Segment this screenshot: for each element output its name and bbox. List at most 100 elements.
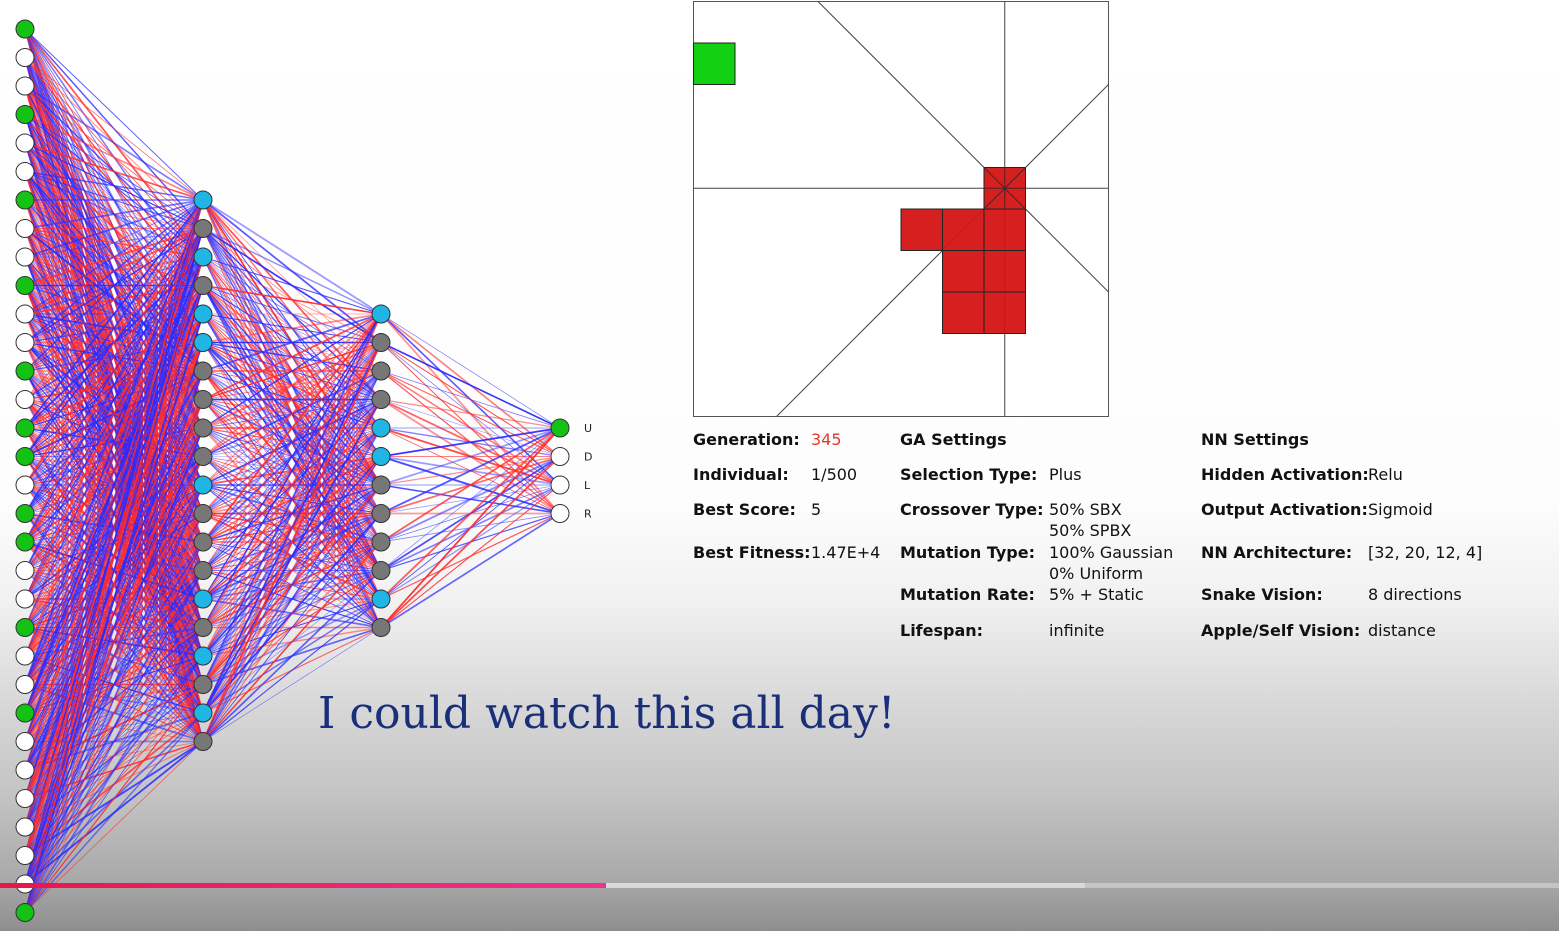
weight-line <box>202 313 382 344</box>
vision-ray-head <box>1004 167 1026 189</box>
weight-line <box>24 199 204 628</box>
input-neuron <box>15 133 35 153</box>
snake-vision-value: 8 directions <box>1368 585 1462 604</box>
weight-line <box>24 199 204 372</box>
weight-line <box>24 570 204 913</box>
generation-value: 345 <box>811 430 842 449</box>
hidden-neuron <box>371 418 391 438</box>
input-neuron <box>15 162 35 181</box>
output-label: L <box>584 479 591 492</box>
hidden-neuron <box>193 361 213 381</box>
weight-line <box>24 199 204 885</box>
progress-played <box>0 883 607 888</box>
mutation-type-label: Mutation Type: <box>900 543 1035 562</box>
best-score-label: Best Score: <box>693 500 796 519</box>
weight-line <box>202 199 382 315</box>
hidden-neuron <box>193 475 213 495</box>
neural-network-diagram: U D L R <box>15 19 592 922</box>
selection-type-label: Selection Type: <box>900 465 1038 484</box>
weight-line <box>202 313 382 657</box>
input-neuron <box>15 732 35 751</box>
individual-value: 1/500 <box>811 465 858 484</box>
input-neuron <box>15 76 35 96</box>
weight-line <box>380 370 561 429</box>
weight-line <box>24 199 204 543</box>
weight-line <box>24 684 204 913</box>
input-neuron <box>15 333 35 352</box>
weight-line <box>24 484 204 913</box>
weight-line <box>24 199 204 286</box>
hidden-neuron <box>193 304 213 324</box>
mutation-type-value-1: 100% Gaussian <box>1049 543 1174 562</box>
weight-line <box>24 399 204 913</box>
weight-line <box>24 228 204 913</box>
input-neuron <box>15 247 35 267</box>
weight-line <box>202 313 382 543</box>
hidden-neuron <box>371 333 391 352</box>
crossover-type-label: Crossover Type: <box>900 500 1044 519</box>
weight-line <box>380 427 561 515</box>
hidden-neuron <box>193 504 213 523</box>
snake-segment <box>942 208 985 251</box>
input-neuron <box>15 190 35 210</box>
crossover-value-1: 50% SBX <box>1049 500 1122 519</box>
hidden-neuron <box>193 219 213 238</box>
weight-line <box>202 313 382 429</box>
snake-game-board <box>693 1 1109 417</box>
weight-line <box>24 285 204 913</box>
weight-line <box>24 199 204 799</box>
snake-segment <box>900 208 943 251</box>
lifespan-label: Lifespan: <box>900 621 984 640</box>
hidden-neuron <box>193 532 213 552</box>
weight-line <box>24 655 204 913</box>
hidden-neuron <box>193 675 213 694</box>
hidden-neuron <box>371 618 391 637</box>
input-neuron <box>15 618 35 637</box>
weight-line <box>380 427 561 543</box>
input-neuron <box>15 304 35 324</box>
weight-line <box>202 627 382 742</box>
hidden-neuron <box>193 390 213 409</box>
weight-line <box>24 199 204 714</box>
weight-line <box>380 484 561 628</box>
input-neuron <box>15 19 35 39</box>
snake-segment <box>983 208 1026 251</box>
weight-line <box>380 427 561 629</box>
snake-segment <box>942 291 985 334</box>
vision-ray <box>817 1 1006 189</box>
vision-ray-head <box>1004 187 1026 210</box>
hidden-neuron <box>193 589 213 609</box>
weight-line <box>202 313 382 458</box>
snake-segment <box>983 291 1026 334</box>
weight-line <box>202 256 382 315</box>
vision-ray-head <box>983 167 1006 189</box>
weight-line <box>380 427 561 600</box>
nn-architecture-value: [32, 20, 12, 4] <box>1368 543 1483 562</box>
video-progress-bar[interactable] <box>0 883 1559 888</box>
weight-line <box>24 170 204 201</box>
input-neuron <box>15 646 35 666</box>
nn-settings-title: NN Settings <box>1201 430 1309 449</box>
weight-line <box>24 342 204 913</box>
input-neuron <box>15 105 35 124</box>
hidden-neuron <box>193 418 213 438</box>
weight-line <box>202 284 382 315</box>
output-neuron <box>550 418 570 438</box>
hidden-neuron <box>193 703 213 723</box>
input-neuron <box>15 532 35 552</box>
output-label: R <box>584 508 592 521</box>
weight-line <box>202 598 382 742</box>
hidden-neuron <box>193 276 213 295</box>
weight-line <box>202 427 382 742</box>
lifespan-value: infinite <box>1049 621 1105 640</box>
hidden-neuron <box>371 390 391 409</box>
input-neuron <box>15 789 35 808</box>
output-label: U <box>584 422 592 435</box>
best-fitness-label: Best Fitness: <box>693 543 811 562</box>
input-neuron <box>15 447 35 466</box>
weight-line <box>24 85 204 201</box>
video-caption: I could watch this all day! <box>318 688 896 739</box>
weight-line <box>380 427 561 486</box>
weight-lines <box>24 28 561 913</box>
